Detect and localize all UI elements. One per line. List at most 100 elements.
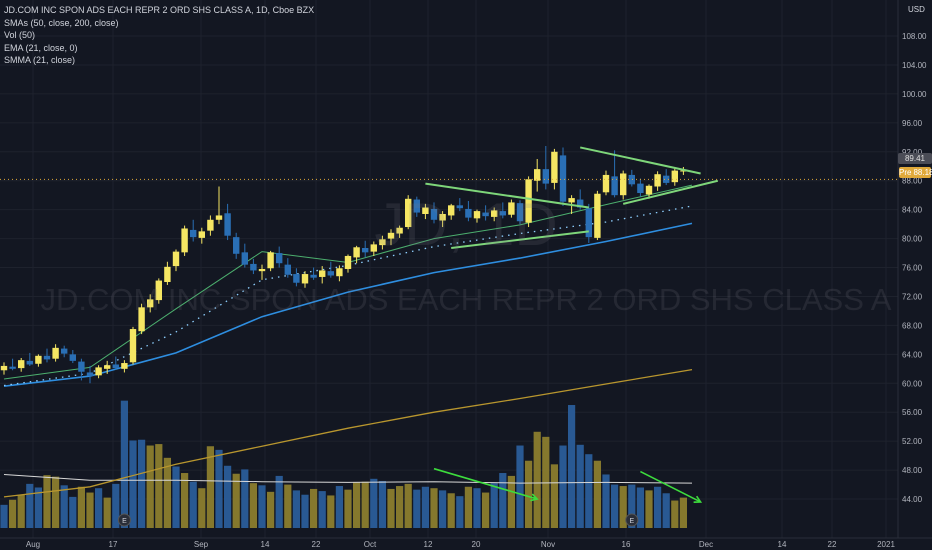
volume-bar bbox=[69, 496, 77, 528]
candle-body bbox=[594, 193, 601, 238]
candle-body bbox=[430, 208, 438, 220]
candle-body bbox=[405, 198, 412, 228]
candle-body bbox=[637, 183, 644, 194]
price-tick-label: 96.00 bbox=[902, 119, 923, 128]
volume-bar bbox=[404, 483, 412, 528]
earnings-marker-label: E bbox=[122, 518, 127, 525]
candle-body bbox=[9, 366, 16, 369]
volume-bar bbox=[550, 464, 558, 528]
time-tick-label: 16 bbox=[622, 540, 631, 549]
volume-bar bbox=[181, 473, 189, 528]
candle-body bbox=[26, 360, 33, 365]
candle-body bbox=[319, 270, 326, 277]
candle-body bbox=[155, 280, 162, 301]
time-axis: Aug 17 Sep 14 22 Oct 12 20 Nov 16 Dec 14 22 2021 bbox=[0, 537, 932, 549]
volume-bar bbox=[120, 400, 128, 528]
candle-body bbox=[0, 365, 8, 371]
candle-body bbox=[542, 169, 549, 184]
volume-bar bbox=[77, 486, 85, 528]
candle-body bbox=[61, 348, 68, 354]
legend-title[interactable]: JD.COM INC SPON ADS EACH REPR 2 ORD SHS … bbox=[4, 5, 315, 15]
volume-bar bbox=[224, 465, 232, 528]
price-tick-label: 68.00 bbox=[902, 321, 923, 330]
volume-bar bbox=[447, 493, 455, 528]
volume-bar bbox=[344, 489, 352, 528]
candle-body bbox=[577, 199, 584, 208]
sma-50-line bbox=[3, 222, 693, 387]
volume-bar bbox=[585, 454, 593, 528]
volume-bar bbox=[413, 489, 421, 528]
annotation-arrowhead bbox=[693, 495, 703, 503]
legend-ema[interactable]: EMA (21, close, 0) bbox=[4, 42, 78, 53]
candle-body bbox=[465, 208, 472, 218]
earnings-marker bbox=[625, 513, 639, 527]
annotation-arrow bbox=[433, 467, 538, 500]
price-axis: 44.00 48.00 52.00 56.00 60.00 64.00 68.00 72.00… bbox=[897, 0, 927, 538]
candle-body bbox=[482, 212, 489, 217]
candle-body bbox=[121, 363, 128, 369]
volume-bar bbox=[249, 483, 257, 528]
candle-body bbox=[663, 175, 670, 183]
time-tick-label: 22 bbox=[828, 540, 837, 549]
price-tick-label: 64.00 bbox=[902, 350, 923, 359]
volume-bar bbox=[327, 495, 335, 528]
volume-bar bbox=[138, 439, 146, 528]
price-tick-label: 52.00 bbox=[902, 437, 923, 446]
legend-vol[interactable]: Vol (50) bbox=[4, 30, 36, 40]
candle-body bbox=[18, 360, 25, 369]
candle-body bbox=[336, 268, 343, 277]
volume-bar bbox=[86, 492, 94, 528]
price-tick-label: 56.00 bbox=[902, 408, 923, 417]
time-tick-label: 14 bbox=[261, 540, 270, 549]
time-tick-label: 22 bbox=[312, 540, 321, 549]
candle-body bbox=[362, 248, 369, 253]
volume-bar bbox=[636, 487, 644, 528]
candle-body bbox=[611, 176, 618, 196]
candle-body bbox=[129, 329, 137, 363]
volume-bar bbox=[611, 484, 619, 528]
premarket-price-badge: Pre 88.18 bbox=[899, 167, 932, 178]
candle-body bbox=[456, 205, 463, 209]
candle-body bbox=[620, 173, 627, 196]
time-tick-label: 20 bbox=[472, 540, 481, 549]
volume-bar bbox=[499, 473, 507, 528]
volume-bar bbox=[602, 474, 610, 528]
candle-body bbox=[112, 364, 119, 369]
legend-sma[interactable]: SMAs (50, close, 200, close) bbox=[4, 17, 119, 28]
candle-body bbox=[568, 198, 575, 203]
time-tick-label: 12 bbox=[424, 540, 433, 549]
candle-body bbox=[43, 355, 51, 360]
candle-body bbox=[585, 208, 592, 238]
annotation-arrow bbox=[640, 470, 701, 503]
volume-bar bbox=[507, 475, 515, 528]
volume-bar bbox=[146, 445, 154, 528]
volume-bar bbox=[430, 488, 438, 528]
candle-body bbox=[241, 252, 248, 265]
candle-body bbox=[104, 365, 111, 369]
volume-bar bbox=[206, 446, 214, 528]
volume-bar bbox=[60, 485, 68, 528]
volume-bar bbox=[292, 490, 300, 528]
candle-body bbox=[198, 231, 205, 238]
candle-body bbox=[310, 274, 317, 278]
volume-bar bbox=[95, 488, 103, 528]
currency-label[interactable]: USD bbox=[908, 5, 925, 14]
candle-body bbox=[628, 174, 635, 185]
time-tick-label: 14 bbox=[778, 540, 787, 549]
candle-body bbox=[86, 372, 94, 377]
volume-bar bbox=[387, 488, 395, 528]
volume-bar bbox=[155, 444, 163, 528]
volume-bar bbox=[439, 490, 447, 528]
legend-smma[interactable]: SMMA (21, close) bbox=[4, 55, 76, 65]
candle-body bbox=[78, 361, 85, 372]
volume-bar bbox=[215, 449, 223, 528]
candle-body bbox=[233, 237, 240, 254]
candle-body bbox=[370, 244, 377, 252]
volume-bar bbox=[645, 490, 653, 528]
volume-bar bbox=[490, 483, 498, 528]
candle-body bbox=[250, 263, 257, 271]
trendline bbox=[425, 182, 589, 209]
candle-body bbox=[551, 151, 558, 183]
volume-bar bbox=[241, 469, 249, 528]
